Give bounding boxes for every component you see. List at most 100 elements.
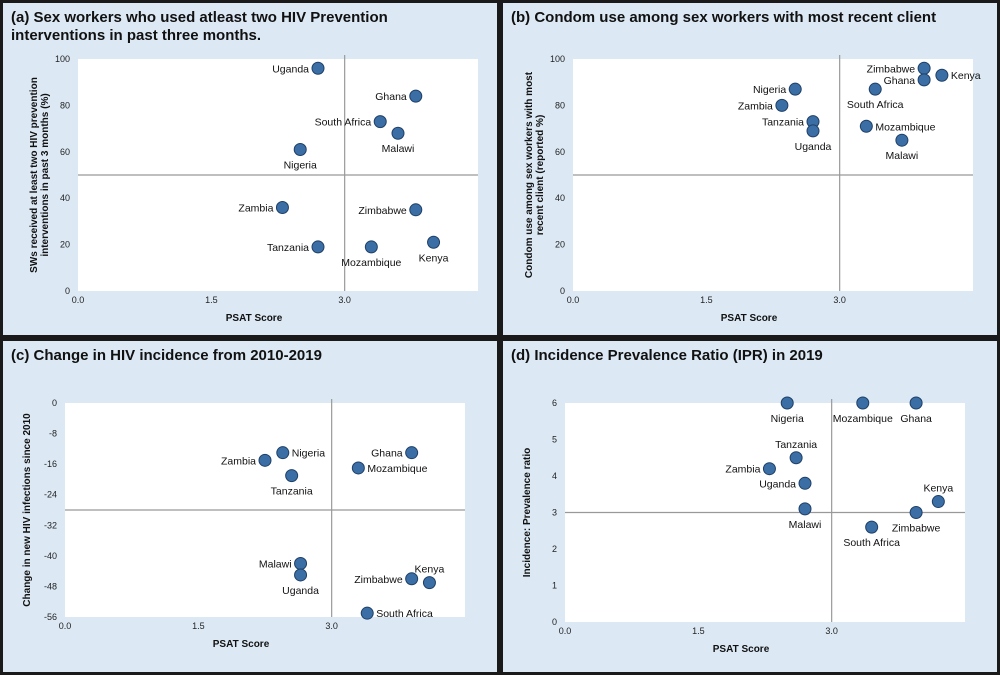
x-tick-label: 1.5 bbox=[205, 295, 218, 305]
x-axis-title: PSAT Score bbox=[721, 313, 778, 324]
y-tick-label: 60 bbox=[60, 147, 70, 157]
point-ghana bbox=[405, 446, 419, 460]
x-axis-title: PSAT Score bbox=[213, 639, 270, 650]
point-label: Kenya bbox=[415, 564, 445, 576]
point-label: Ghana bbox=[371, 448, 403, 460]
y-tick-label: -24 bbox=[44, 490, 57, 500]
y-tick-label: 3 bbox=[552, 508, 557, 518]
y-tick-label: 1 bbox=[552, 581, 557, 591]
x-tick-label: 3.0 bbox=[338, 295, 351, 305]
y-tick-label: 0 bbox=[552, 617, 557, 627]
point-label: Zambia bbox=[238, 202, 273, 214]
point-nigeria bbox=[293, 142, 307, 156]
y-axis-title: Incidence: Prevalence ratio bbox=[522, 448, 533, 578]
point-zimbabwe bbox=[917, 61, 931, 75]
point-south-africa bbox=[868, 82, 882, 96]
x-tick-label: 1.5 bbox=[692, 626, 705, 636]
point-uganda bbox=[294, 568, 308, 582]
point-ghana bbox=[409, 89, 423, 103]
point-label: Malawi bbox=[382, 143, 415, 155]
point-label: Zimbabwe bbox=[867, 63, 916, 75]
point-mozambique bbox=[859, 119, 873, 133]
chart-d: 0.0 1.5 3.0 0 1 2 3 4 5 6 PSAT Score Incidence: Pre… bbox=[522, 396, 965, 655]
point-ghana bbox=[917, 73, 931, 87]
point-label: Uganda bbox=[272, 63, 309, 75]
point-malawi bbox=[391, 126, 405, 140]
point-label: Nigeria bbox=[753, 84, 786, 96]
point-label: Zimbabwe bbox=[354, 574, 403, 586]
point-malawi bbox=[895, 133, 909, 147]
point-label: South Africa bbox=[315, 117, 372, 129]
chart-b: 0.0 1.5 3.0 0 20 40 60 80 100 PSAT Score Condom us… bbox=[524, 54, 981, 324]
x-tick-label: 0.0 bbox=[72, 295, 85, 305]
point-label: Mozambique bbox=[833, 413, 893, 425]
point-zimbabwe bbox=[405, 572, 419, 586]
point-label: Mozambique bbox=[875, 121, 935, 133]
point-label: Zambia bbox=[738, 100, 773, 112]
point-zimbabwe bbox=[409, 203, 423, 217]
point-label: Nigeria bbox=[284, 159, 317, 171]
y-tick-label: -48 bbox=[44, 581, 57, 591]
point-ghana bbox=[909, 396, 923, 410]
point-uganda bbox=[311, 61, 325, 75]
y-tick-label: -40 bbox=[44, 551, 57, 561]
point-south-africa bbox=[373, 115, 387, 129]
point-kenya bbox=[422, 576, 436, 590]
point-zimbabwe bbox=[909, 506, 923, 519]
point-label: Zimbabwe bbox=[892, 523, 941, 535]
y-tick-label: -16 bbox=[44, 459, 57, 469]
y-tick-label: -32 bbox=[44, 520, 57, 530]
y-tick-label: -56 bbox=[44, 612, 57, 622]
x-tick-label: 0.0 bbox=[567, 295, 580, 305]
y-tick-label: 80 bbox=[60, 100, 70, 110]
x-tick-label: 0.0 bbox=[59, 621, 72, 631]
panel-d: (d) Incidence Prevalence Ratio (IPR) in … bbox=[503, 341, 997, 672]
point-label: Malawi bbox=[259, 559, 292, 571]
y-tick-label: 0 bbox=[52, 398, 57, 408]
point-label: Kenya bbox=[951, 70, 981, 82]
point-label: Ghana bbox=[375, 91, 407, 103]
point-label: Zambia bbox=[725, 464, 760, 476]
x-tick-label: 3.0 bbox=[325, 621, 338, 631]
point-nigeria bbox=[788, 82, 802, 96]
point-uganda bbox=[806, 124, 820, 138]
point-label: Tanzania bbox=[271, 486, 313, 498]
point-kenya bbox=[931, 495, 945, 509]
y-tick-label: 20 bbox=[555, 240, 565, 250]
point-zambia bbox=[275, 200, 289, 214]
point-label: Kenya bbox=[419, 252, 449, 264]
point-kenya bbox=[427, 235, 441, 249]
y-tick-label: 40 bbox=[60, 193, 70, 203]
point-zambia bbox=[762, 462, 776, 476]
point-label: Tanzania bbox=[775, 439, 817, 451]
point-label: Zambia bbox=[221, 455, 256, 467]
point-mozambique bbox=[856, 396, 870, 410]
point-label: Uganda bbox=[282, 585, 319, 597]
x-tick-label: 3.0 bbox=[825, 626, 838, 636]
point-label: Malawi bbox=[789, 519, 822, 531]
panel-b-title: (b) Condom use among sex workers with mo… bbox=[511, 9, 937, 26]
point-tanzania bbox=[311, 240, 325, 254]
y-axis-title: Change in new HIV infections since 2010 bbox=[22, 413, 33, 607]
panel-c: (c) Change in HIV incidence from 2010-20… bbox=[3, 341, 497, 672]
point-nigeria bbox=[276, 446, 290, 460]
point-tanzania bbox=[285, 469, 299, 483]
point-label: South Africa bbox=[847, 99, 904, 111]
y-tick-label: -8 bbox=[49, 429, 57, 439]
x-tick-label: 3.0 bbox=[833, 295, 846, 305]
point-kenya bbox=[935, 68, 949, 82]
point-label: Zimbabwe bbox=[358, 205, 407, 217]
point-south-africa bbox=[360, 606, 374, 620]
point-tanzania bbox=[789, 451, 803, 465]
y-tick-label: 40 bbox=[555, 193, 565, 203]
point-mozambique bbox=[351, 461, 365, 475]
point-label: Uganda bbox=[795, 141, 832, 153]
point-label: Ghana bbox=[900, 413, 932, 425]
point-malawi bbox=[294, 557, 308, 570]
panel-d-title: (d) Incidence Prevalence Ratio (IPR) in … bbox=[511, 347, 823, 364]
point-label: Mozambique bbox=[341, 257, 401, 269]
y-tick-label: 100 bbox=[550, 54, 565, 64]
panel-a: (a) Sex workers who used atleast two HIV… bbox=[3, 3, 497, 335]
y-tick-label: 0 bbox=[65, 286, 70, 296]
point-label: Tanzania bbox=[267, 242, 309, 254]
